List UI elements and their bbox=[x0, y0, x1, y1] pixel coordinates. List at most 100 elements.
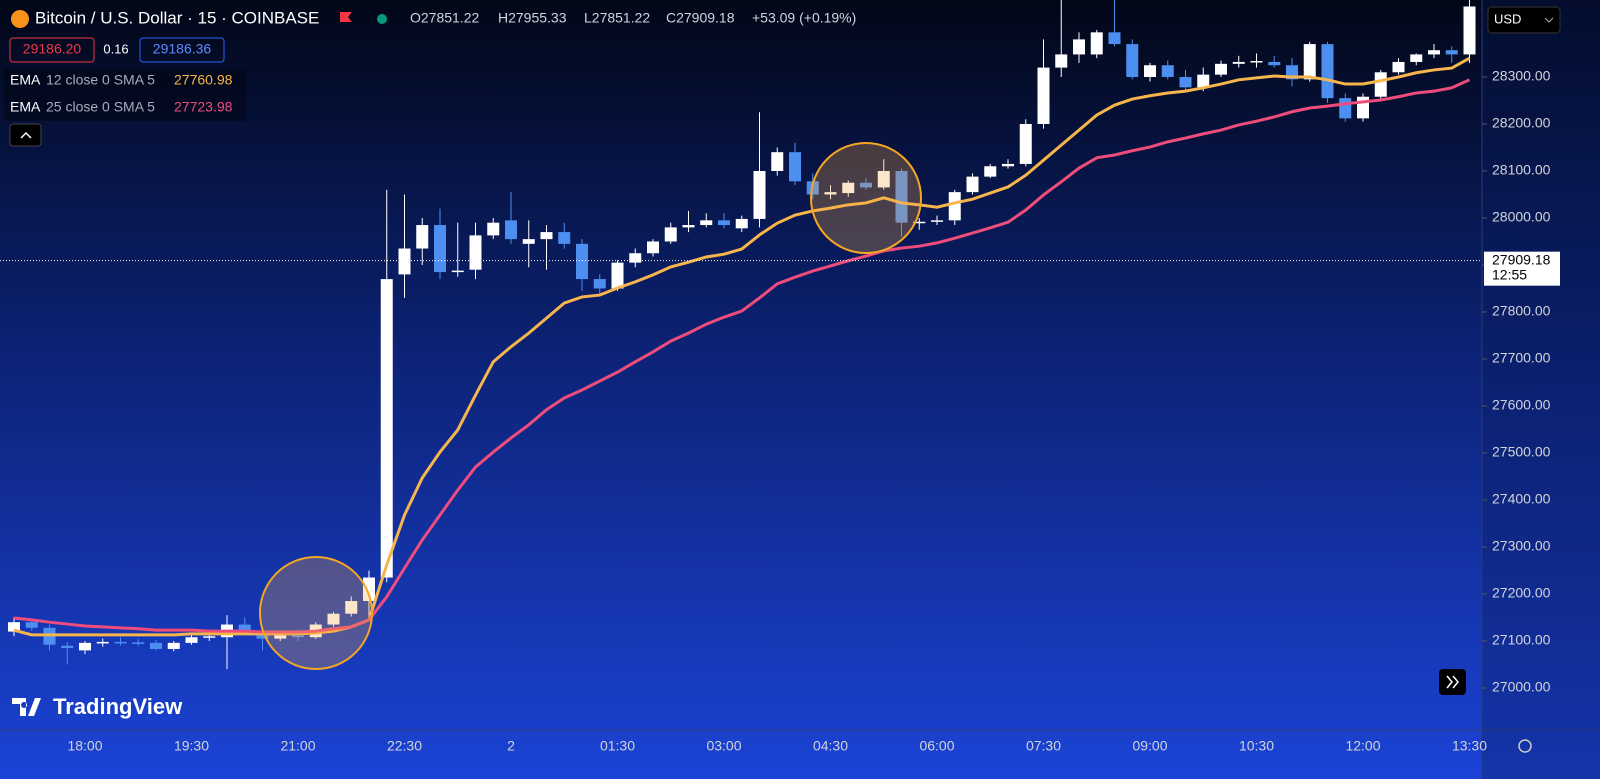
candle-body bbox=[966, 176, 979, 193]
candle-body bbox=[451, 270, 464, 273]
candle-body bbox=[185, 637, 198, 643]
y-tick-label: 27300.00 bbox=[1492, 538, 1551, 554]
candle-body bbox=[1428, 50, 1440, 55]
last-price-box bbox=[1484, 251, 1560, 286]
candle-body bbox=[238, 624, 251, 632]
bid-box[interactable] bbox=[9, 37, 95, 63]
ema-line bbox=[13, 56, 1471, 637]
candle-body bbox=[1321, 44, 1334, 99]
candle-body bbox=[682, 225, 695, 228]
candle-body bbox=[25, 622, 38, 628]
x-tick-label: 03:00 bbox=[706, 738, 741, 754]
candle-body bbox=[1303, 44, 1316, 80]
candle-body bbox=[380, 279, 393, 578]
ask-box[interactable] bbox=[139, 37, 225, 63]
last-price-label: 27909.18 bbox=[1492, 251, 1551, 267]
logo-icon bbox=[12, 698, 41, 716]
bitcoin-icon bbox=[11, 10, 29, 28]
y-tick-label: 27800.00 bbox=[1492, 303, 1551, 319]
candle-body bbox=[1215, 63, 1227, 75]
candle-body bbox=[274, 635, 287, 639]
candle-body bbox=[611, 262, 624, 289]
x-tick-label: 12:00 bbox=[1345, 738, 1380, 754]
legend-value: 27760.98 bbox=[174, 72, 233, 88]
candle-body bbox=[114, 641, 127, 644]
candle-body bbox=[79, 642, 91, 651]
candle-body bbox=[416, 225, 429, 249]
candle-body bbox=[948, 192, 961, 221]
candle-body bbox=[1037, 67, 1050, 124]
y-tick-label: 27200.00 bbox=[1492, 585, 1551, 601]
candle-body bbox=[1073, 39, 1085, 55]
y-tick-label: 27100.00 bbox=[1492, 632, 1551, 648]
y-tick-label: 28100.00 bbox=[1492, 162, 1551, 178]
candle-body bbox=[292, 635, 304, 638]
y-tick-label: 28000.00 bbox=[1492, 209, 1551, 225]
candle-body bbox=[522, 239, 535, 244]
candle-body bbox=[789, 152, 801, 182]
candle-body bbox=[593, 279, 606, 289]
symbol: Bitcoin / U.S. Dollar · 15 · COINBASE bbox=[35, 8, 319, 27]
logo: TradingView bbox=[12, 694, 183, 719]
x-tick-label: 01:30 bbox=[600, 738, 635, 754]
currency-button[interactable] bbox=[1487, 6, 1561, 34]
candle-body bbox=[1463, 6, 1476, 55]
candle-body bbox=[1090, 32, 1103, 55]
ohlc-high: H27955.33 bbox=[498, 10, 567, 26]
x-tick-label: 18:00 bbox=[67, 738, 102, 754]
candle-body bbox=[1002, 163, 1014, 167]
candle-body bbox=[203, 636, 216, 638]
highlight-circle bbox=[810, 142, 922, 254]
candle-body bbox=[771, 152, 784, 171]
x-tick-label: 09:00 bbox=[1132, 738, 1167, 754]
legend-name: EMA bbox=[10, 99, 41, 115]
candle-body bbox=[700, 220, 713, 226]
candle-body bbox=[718, 220, 730, 226]
candle-body bbox=[61, 645, 74, 649]
candle-body bbox=[96, 641, 109, 644]
x-tick-label: 22:30 bbox=[387, 738, 422, 754]
y-tick-label: 28300.00 bbox=[1492, 68, 1551, 84]
candle-body bbox=[1410, 54, 1423, 62]
candle-body bbox=[664, 227, 677, 242]
candle-body bbox=[1197, 74, 1210, 88]
bid[interactable]: 29186.20 bbox=[23, 41, 82, 57]
candle-body bbox=[1445, 50, 1458, 55]
flag bbox=[340, 12, 352, 22]
candle-body bbox=[576, 243, 588, 280]
ask[interactable]: 29186.36 bbox=[153, 41, 212, 57]
legend-name: EMA bbox=[10, 72, 41, 88]
settings-icon[interactable] bbox=[1518, 739, 1532, 753]
candle-body bbox=[558, 232, 571, 244]
collapse-icon[interactable] bbox=[20, 131, 32, 139]
candle-body bbox=[1055, 54, 1068, 68]
spread: 0.16 bbox=[103, 41, 128, 56]
currency[interactable]: USD bbox=[1494, 11, 1521, 26]
candle-body bbox=[1250, 61, 1263, 63]
candle-body bbox=[647, 241, 659, 254]
scroll-icon[interactable] bbox=[1446, 675, 1459, 689]
candle-body bbox=[1268, 61, 1281, 66]
legend: EMA 12 close 0 SMA 5 27760.98 EMA 25 close 0… bbox=[10, 72, 233, 115]
candle-body bbox=[1126, 44, 1139, 77]
candle-body bbox=[913, 221, 926, 224]
candle-body bbox=[1144, 65, 1156, 77]
ema-line bbox=[13, 78, 1471, 634]
collapse-button[interactable] bbox=[9, 123, 42, 147]
candle-body bbox=[984, 166, 997, 177]
x-tick-label: 07:30 bbox=[1026, 738, 1061, 754]
candle-body bbox=[505, 220, 517, 240]
candle-body bbox=[753, 170, 766, 219]
legend-value: 27723.98 bbox=[174, 99, 233, 115]
candle-body bbox=[1108, 32, 1121, 45]
candle-body bbox=[1161, 65, 1174, 77]
x-tick-label: 2 bbox=[507, 738, 515, 754]
ohlc-open: O27851.22 bbox=[410, 10, 479, 26]
highlight-circle bbox=[259, 556, 373, 670]
dropdown-icon[interactable] bbox=[1544, 17, 1554, 23]
candle-body bbox=[877, 170, 890, 188]
ohlc-change: +53.09 (+0.19%) bbox=[752, 10, 856, 26]
candle-body bbox=[434, 225, 446, 273]
